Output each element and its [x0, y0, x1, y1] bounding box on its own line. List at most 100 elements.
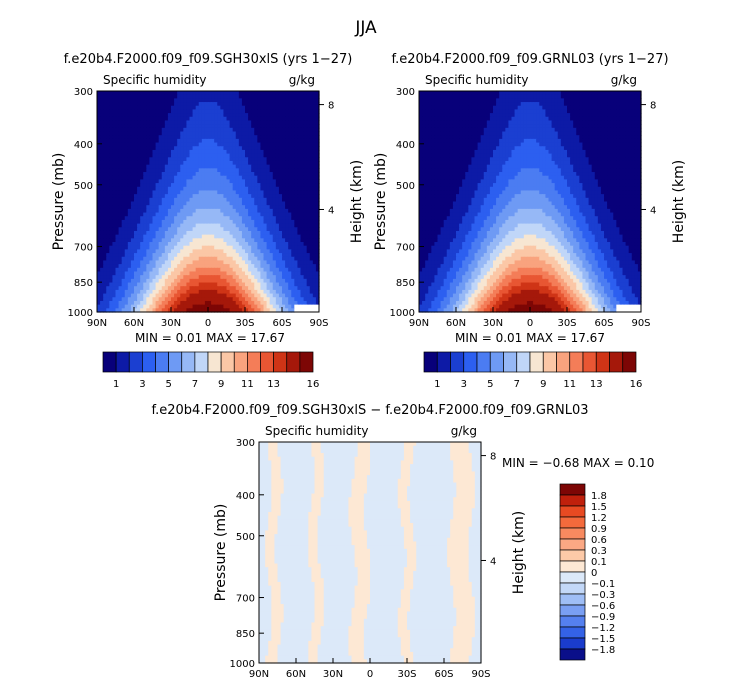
- field-cell: [211, 124, 215, 129]
- field-cell: [254, 116, 258, 122]
- field-cell: [204, 179, 209, 184]
- field-cell: [164, 102, 169, 107]
- field-cell: [164, 208, 169, 214]
- field-cell: [143, 102, 147, 107]
- field-cell: [171, 146, 175, 151]
- field-cell: [309, 253, 314, 258]
- field-cell: [140, 201, 144, 206]
- field-cell: [140, 260, 144, 265]
- field-cell: [223, 278, 228, 284]
- field-cell: [143, 135, 147, 140]
- field-cell: [217, 197, 221, 203]
- field-cell: [121, 105, 126, 111]
- field-cell: [288, 94, 292, 99]
- field-cell: [130, 91, 135, 96]
- field-cell: [260, 264, 265, 269]
- field-cell: [266, 212, 271, 217]
- field-cell: [226, 227, 231, 232]
- field-cell: [238, 160, 243, 166]
- field-cell: [112, 183, 117, 188]
- field-cell: [251, 253, 255, 258]
- field-cell: [312, 245, 317, 250]
- field-cell: [140, 168, 144, 173]
- field-cell: [248, 153, 252, 158]
- field-cell: [306, 242, 311, 247]
- field-cell: [149, 116, 154, 122]
- field-cell: [130, 127, 135, 133]
- field-cell: [306, 113, 311, 118]
- field-cell: [112, 219, 117, 225]
- field-cell: [217, 91, 221, 96]
- field-cell: [161, 278, 166, 284]
- field-cell: [137, 138, 141, 144]
- field-cell: [130, 267, 135, 273]
- field-cell: [161, 94, 166, 99]
- field-cell: [288, 271, 292, 276]
- field-cell: [204, 208, 209, 214]
- field-cell: [158, 260, 163, 265]
- field-cell: [309, 164, 314, 169]
- field-cell: [254, 183, 258, 188]
- field-cell: [189, 160, 194, 166]
- field-cell: [127, 245, 132, 250]
- field-cell: [140, 205, 144, 210]
- field-cell: [180, 157, 184, 162]
- field-cell: [315, 105, 320, 111]
- field-cell: [312, 131, 317, 136]
- field-cell: [155, 264, 160, 269]
- field-cell: [288, 260, 292, 265]
- field-cell: [285, 146, 289, 151]
- field-cell: [192, 94, 197, 99]
- field-cell: [130, 219, 135, 225]
- field-cell: [306, 230, 311, 236]
- field-cell: [303, 183, 308, 188]
- field-cell: [220, 223, 225, 228]
- field-cell: [238, 135, 243, 140]
- field-cell: [109, 219, 114, 225]
- field-cell: [241, 116, 246, 122]
- field-cell: [174, 124, 178, 129]
- field-cell: [251, 135, 255, 140]
- field-cell: [257, 216, 262, 221]
- field-cell: [266, 98, 271, 103]
- field-cell: [177, 98, 181, 103]
- field-cell: [291, 197, 295, 203]
- field-cell: [309, 194, 314, 199]
- field-cell: [238, 267, 243, 273]
- field-cell: [248, 186, 252, 192]
- field-cell: [275, 234, 280, 239]
- field-cell: [155, 297, 160, 302]
- field-cell: [124, 227, 129, 232]
- field-cell: [152, 216, 157, 221]
- field-cell: [220, 179, 225, 184]
- field-cell: [275, 94, 280, 99]
- field-cell: [211, 271, 215, 276]
- field-cell: [220, 113, 225, 118]
- field-cell: [124, 168, 129, 173]
- field-cell: [124, 234, 129, 239]
- field-cell: [282, 260, 286, 265]
- field-cell: [254, 164, 258, 169]
- field-cell: [192, 271, 197, 276]
- field-cell: [263, 142, 268, 147]
- field-cell: [140, 208, 144, 214]
- field-cell: [189, 194, 194, 199]
- field-cell: [257, 245, 262, 250]
- field-cell: [118, 300, 123, 306]
- field-cell: [164, 230, 169, 236]
- field-cell: [232, 98, 237, 103]
- field-cell: [115, 297, 120, 302]
- field-cell: [300, 289, 305, 295]
- field-cell: [312, 201, 317, 206]
- field-cell: [103, 293, 107, 298]
- field-cell: [254, 256, 258, 262]
- field-cell: [177, 194, 181, 199]
- field-cell: [275, 124, 280, 129]
- field-cell: [257, 238, 262, 243]
- field-cell: [167, 253, 172, 258]
- field-cell: [260, 149, 265, 155]
- field-cell: [297, 278, 302, 284]
- field-cell: [137, 234, 141, 239]
- field-cell: [109, 212, 114, 217]
- field-cell: [282, 242, 286, 247]
